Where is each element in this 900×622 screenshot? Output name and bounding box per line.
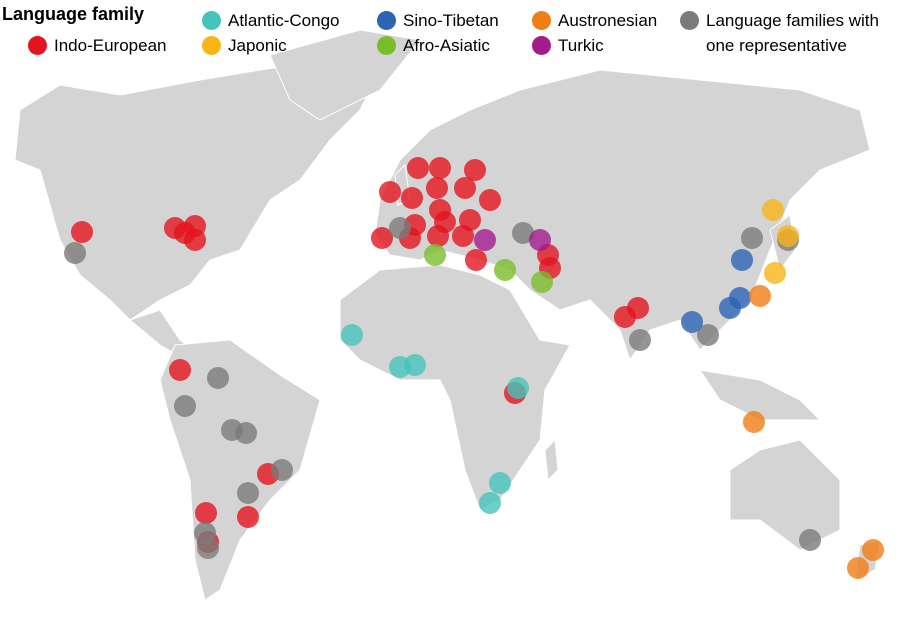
legend-item: Japonic	[202, 33, 287, 58]
language-point	[697, 324, 719, 346]
language-point	[512, 222, 534, 244]
language-point	[507, 377, 529, 399]
legend-label: Atlantic-Congo	[228, 11, 340, 30]
language-point	[847, 557, 869, 579]
language-point	[719, 297, 741, 319]
legend-label: Language families with one representativ…	[706, 11, 879, 55]
land	[14, 29, 881, 601]
legend-item: Turkic	[532, 33, 604, 58]
language-point	[404, 354, 426, 376]
indonesia	[698, 369, 822, 421]
language-point	[531, 271, 553, 293]
language-point	[741, 227, 763, 249]
legend-swatch	[377, 36, 396, 55]
language-point	[237, 506, 259, 528]
legend-label: Austronesian	[558, 11, 658, 30]
language-point	[479, 492, 501, 514]
legend-swatch	[377, 11, 396, 30]
language-point	[464, 159, 486, 181]
language-point	[195, 502, 217, 524]
language-point	[407, 157, 429, 179]
legend-swatch	[202, 11, 221, 30]
language-point	[427, 225, 449, 247]
legend-swatch	[202, 36, 221, 55]
language-point	[749, 285, 771, 307]
language-point	[71, 221, 93, 243]
language-point	[629, 329, 651, 351]
language-point	[764, 262, 786, 284]
language-point	[237, 482, 259, 504]
legend-title: Language family	[2, 4, 145, 24]
legend-swatch	[28, 36, 47, 55]
legend-swatch	[680, 11, 699, 30]
language-point	[64, 242, 86, 264]
language-point	[401, 187, 423, 209]
language-point	[174, 395, 196, 417]
language-point	[762, 199, 784, 221]
language-point	[465, 249, 487, 271]
legend-label: Indo-European	[54, 36, 167, 55]
language-point	[681, 311, 703, 333]
language-point	[452, 225, 474, 247]
language-point	[424, 244, 446, 266]
language-point	[454, 177, 476, 199]
language-point	[429, 157, 451, 179]
language-point	[271, 459, 293, 481]
legend-swatch	[532, 36, 551, 55]
language-point	[197, 537, 219, 559]
legend-label: Japonic	[228, 36, 287, 55]
language-point	[479, 189, 501, 211]
language-point	[426, 177, 448, 199]
legend-item: Language families with one representativ…	[680, 8, 891, 58]
language-point	[389, 217, 411, 239]
legend-item: Austronesian	[532, 8, 657, 33]
language-point	[174, 222, 196, 244]
language-point	[743, 411, 765, 433]
legend-label: Sino-Tibetan	[403, 11, 499, 30]
language-point	[731, 249, 753, 271]
madagascar	[544, 438, 559, 482]
language-point	[379, 181, 401, 203]
language-point	[494, 259, 516, 281]
language-point	[862, 539, 884, 561]
language-point	[627, 297, 649, 319]
legend-label: Turkic	[558, 36, 604, 55]
language-point	[169, 359, 191, 381]
legend-swatch	[532, 11, 551, 30]
language-point	[489, 472, 511, 494]
africa	[339, 264, 571, 511]
legend-label: Afro-Asiatic	[403, 36, 490, 55]
points	[64, 157, 884, 579]
language-point	[474, 229, 496, 251]
language-point	[529, 229, 551, 251]
legend-item: Afro-Asiatic	[377, 33, 490, 58]
legend-item: Indo-European	[28, 33, 166, 58]
language-point	[341, 324, 363, 346]
language-point	[207, 367, 229, 389]
australia	[729, 439, 841, 551]
language-point	[235, 422, 257, 444]
language-point	[799, 529, 821, 551]
legend-item: Sino-Tibetan	[377, 8, 499, 33]
language-point	[777, 225, 799, 247]
legend-item: Atlantic-Congo	[202, 8, 340, 33]
language-point	[371, 227, 393, 249]
